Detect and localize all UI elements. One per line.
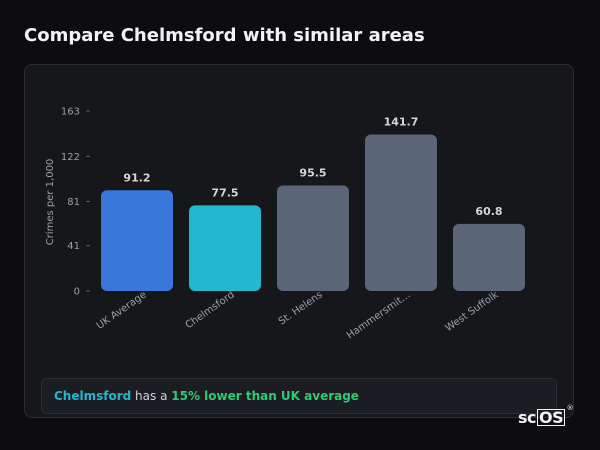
- bar-value-label: 91.2: [123, 171, 150, 184]
- x-tick-label: Hammersmit…: [345, 289, 413, 341]
- bar-4[interactable]: [453, 223, 525, 291]
- summary-area-name: Chelmsford: [54, 389, 132, 403]
- y-axis-label: Crimes per 1,000: [45, 159, 56, 246]
- summary-comparison: 15% lower than UK average: [171, 389, 359, 403]
- bar-0[interactable]: [101, 190, 173, 291]
- page-title: Compare Chelmsford with similar areas: [24, 25, 425, 46]
- summary-text: has a: [131, 389, 172, 403]
- bar-value-label: 95.5: [299, 167, 326, 180]
- x-tick-label: West Suffolk: [444, 289, 501, 334]
- y-tick-label: 163: [61, 107, 80, 118]
- bar-value-label: 60.8: [475, 205, 502, 218]
- bar-value-label: 77.5: [211, 186, 238, 199]
- y-tick-label: 122: [61, 152, 80, 163]
- bar-2[interactable]: [277, 185, 349, 291]
- x-tick-label: UK Average: [95, 289, 149, 331]
- bar-3[interactable]: [365, 134, 437, 291]
- logo-text-os: OS: [537, 408, 566, 427]
- x-tick-label: Chelmsford: [184, 289, 237, 331]
- y-tick-label: 81: [67, 197, 80, 208]
- y-tick-label: 41: [67, 241, 80, 252]
- bar-value-label: 141.7: [384, 116, 419, 129]
- bar-1[interactable]: [189, 205, 261, 291]
- comparison-summary: Chelmsford has a 15% lower than UK avera…: [41, 378, 557, 414]
- logo-registered-mark: ®: [566, 404, 574, 412]
- y-tick-label: 0: [74, 287, 80, 298]
- scos-logo: sc OS ®: [518, 404, 574, 427]
- x-tick-label: St. Helens: [277, 289, 325, 327]
- logo-text-sc: sc: [518, 408, 537, 427]
